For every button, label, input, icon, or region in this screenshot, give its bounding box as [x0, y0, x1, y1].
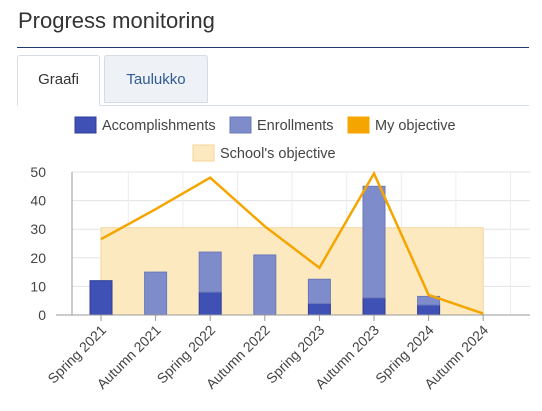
- progress-chart: Accomplishments Enrollments My objective Sc…: [30, 116, 530, 392]
- view-tabs: Graafi Taulukko: [17, 55, 529, 106]
- legend-label-4: School's objective: [220, 146, 336, 162]
- legend-swatch-3: [347, 116, 370, 134]
- bar-accomplishments: [307, 303, 331, 316]
- y-tick-label: 50: [30, 164, 46, 180]
- y-tick-label: 20: [30, 250, 46, 266]
- tab-graafi[interactable]: Graafi: [17, 55, 100, 106]
- bar-accomplishments: [198, 291, 222, 316]
- legend-swatch-4: [192, 144, 215, 162]
- y-tick-label: 0: [38, 307, 46, 323]
- bar-enrollments: [144, 271, 168, 316]
- bar-accomplishments: [89, 280, 113, 316]
- bar-enrollments: [417, 295, 441, 306]
- page-title: Progress monitoring: [18, 8, 215, 33]
- bar-accomplishments: [362, 297, 386, 316]
- bar-enrollments: [307, 278, 331, 305]
- y-tick-label: 10: [30, 278, 46, 294]
- my-objective-line: [100, 170, 484, 315]
- bar-enrollments: [253, 254, 277, 316]
- bar-enrollments: [362, 185, 386, 299]
- legend-label-2: Enrollments: [257, 118, 334, 134]
- bar-enrollments: [198, 251, 222, 293]
- legend-label-3: My objective: [375, 118, 456, 134]
- bar-accomplishments: [417, 304, 441, 316]
- title-divider: [17, 47, 529, 48]
- y-tick-label: 30: [30, 221, 46, 237]
- tab-taulukko[interactable]: Taulukko: [104, 55, 208, 103]
- legend-swatch-2: [229, 116, 252, 134]
- legend-label-1: Accomplishments: [102, 118, 216, 134]
- y-tick-label: 40: [30, 193, 46, 209]
- legend-swatch-1: [74, 116, 97, 134]
